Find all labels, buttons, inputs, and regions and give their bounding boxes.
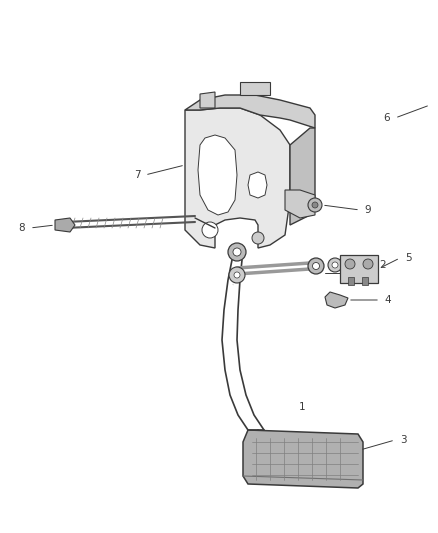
Text: 5: 5 [405, 253, 411, 263]
Circle shape [202, 222, 218, 238]
Bar [348, 277, 354, 285]
Text: 6: 6 [384, 113, 390, 123]
Polygon shape [285, 190, 315, 218]
Circle shape [228, 243, 246, 261]
Bar [362, 277, 368, 285]
Polygon shape [240, 82, 270, 95]
Text: 9: 9 [365, 205, 371, 215]
Polygon shape [185, 108, 290, 248]
Text: 8: 8 [19, 223, 25, 233]
Circle shape [332, 262, 338, 268]
Text: 4: 4 [385, 295, 391, 305]
Circle shape [308, 198, 322, 212]
Polygon shape [185, 95, 315, 128]
Circle shape [233, 248, 241, 256]
Circle shape [345, 259, 355, 269]
Circle shape [312, 262, 319, 270]
Circle shape [328, 258, 342, 272]
Circle shape [252, 232, 264, 244]
Circle shape [229, 267, 245, 283]
Polygon shape [248, 172, 267, 198]
Polygon shape [325, 292, 348, 308]
Polygon shape [243, 430, 363, 488]
Polygon shape [200, 92, 215, 108]
Circle shape [308, 258, 324, 274]
Circle shape [363, 259, 373, 269]
Circle shape [312, 202, 318, 208]
Polygon shape [198, 135, 237, 215]
Bar [340, 255, 378, 283]
Text: 7: 7 [134, 170, 140, 180]
Circle shape [234, 272, 240, 278]
Polygon shape [55, 218, 75, 232]
Text: 2: 2 [380, 260, 386, 270]
Text: 3: 3 [400, 435, 406, 445]
Polygon shape [290, 128, 315, 225]
Text: 1: 1 [299, 402, 305, 412]
